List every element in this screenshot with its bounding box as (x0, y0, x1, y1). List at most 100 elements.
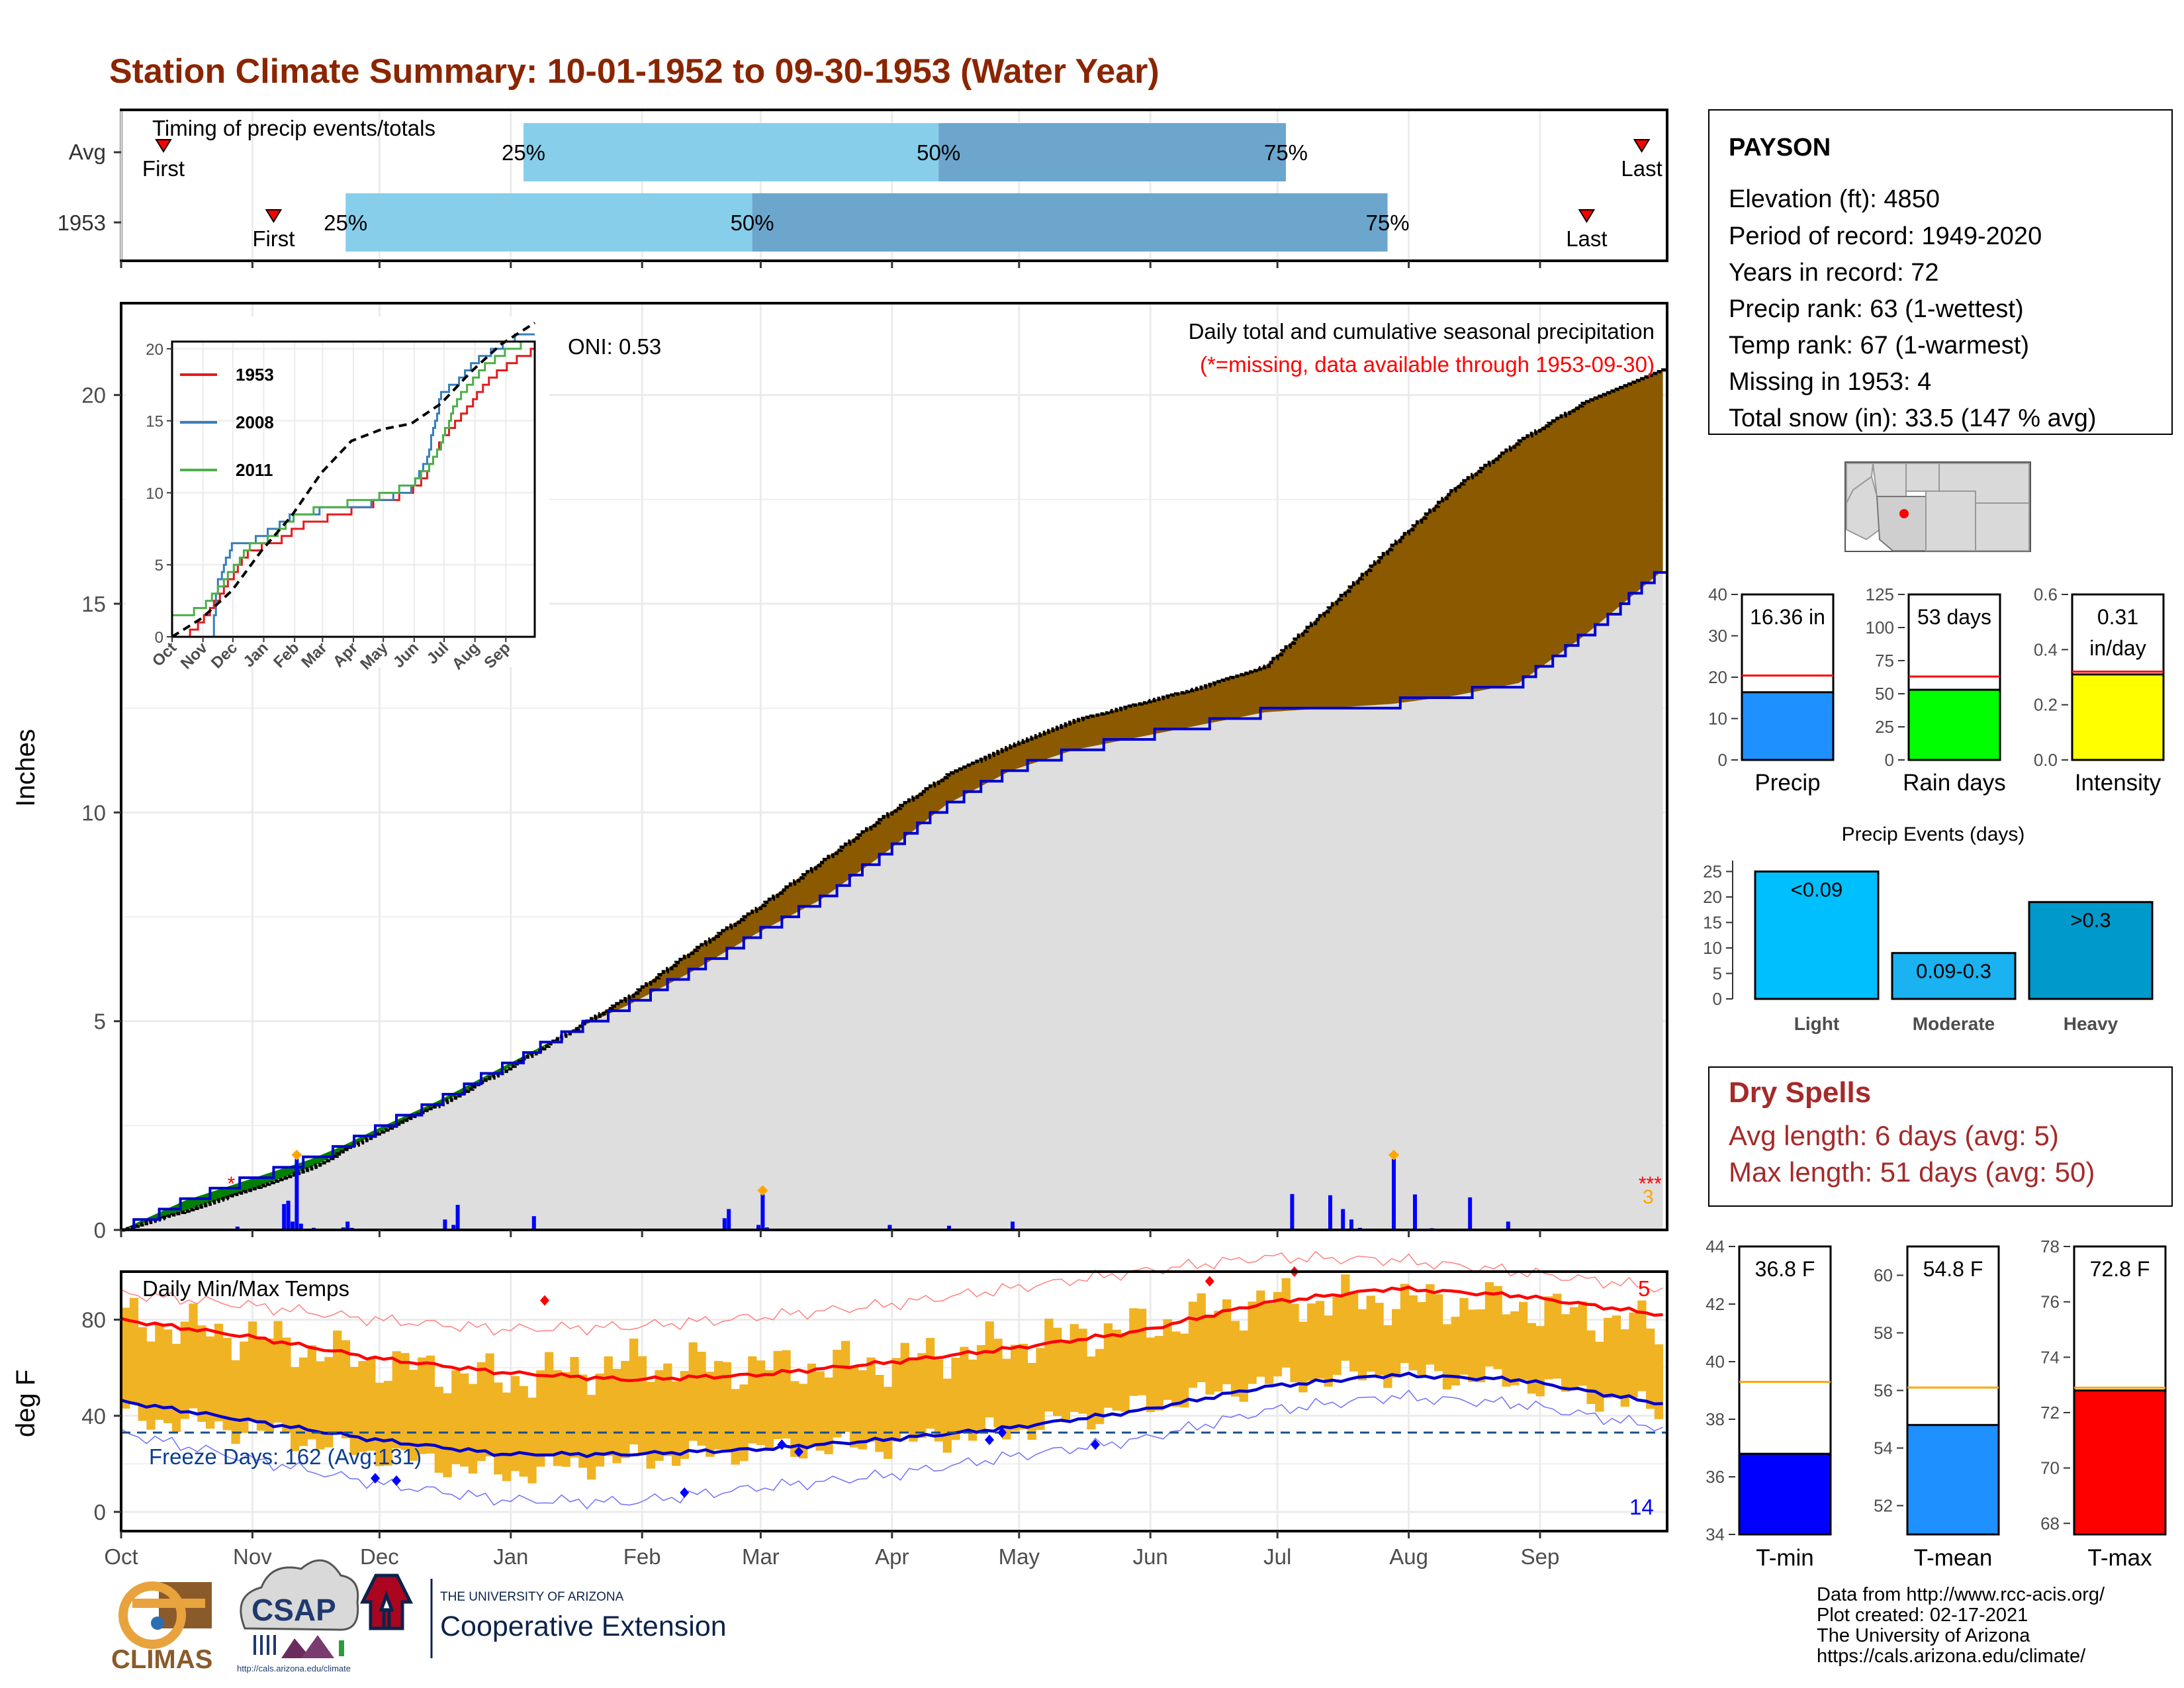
daily-precip-bar (531, 1216, 536, 1230)
daily-temp-bar (1265, 1303, 1274, 1384)
daily-temp-bar (833, 1350, 842, 1438)
temp-ytick-label: 80 (81, 1308, 106, 1333)
daily-temp-bar (1366, 1295, 1375, 1372)
daily-temp-bar (612, 1368, 621, 1464)
daily-temp-bar (646, 1382, 655, 1469)
daily-temp-bar (460, 1373, 469, 1467)
daily-temp-bar (799, 1383, 808, 1459)
summary-bar-charts: 16.36 in 0 10 20 30 40 Precip 53 days 0 25 50 75 100… (1708, 585, 2165, 796)
summary-value: 16.36 in (1750, 605, 1825, 629)
station-name: PAYSON (1729, 134, 1831, 162)
daily-temp-bar (1129, 1308, 1138, 1396)
daily-temp-bar (418, 1357, 427, 1454)
temp-summary-bar-T-min (1738, 1452, 1832, 1536)
temp-summary-bar-T-max (2073, 1389, 2167, 1536)
daily-temp-bar (722, 1362, 732, 1450)
daily-precip-bar (443, 1219, 447, 1230)
freeze-days-label: Freeze Days: 162 (Avg:131) (149, 1444, 422, 1469)
month-label: Aug (1389, 1544, 1428, 1569)
month-label: Jul (1263, 1544, 1291, 1569)
daily-temp-bar (1561, 1314, 1570, 1392)
climas-logo-text: CLIMAS (111, 1645, 212, 1674)
dry-spells-box: Dry Spells Avg length: 6 days (avg: 5) M… (1708, 1066, 2173, 1207)
normal-min-line (120, 1372, 1663, 1458)
daily-temp-bar (807, 1363, 817, 1446)
daily-temp-bar (1544, 1296, 1553, 1380)
temp-summary-label: T-mean (1914, 1545, 1993, 1571)
daily-precip-bar (1506, 1221, 1510, 1230)
events-tick-label: 25 (1703, 862, 1722, 882)
summary-tick-label: 125 (1866, 585, 1894, 604)
temp-summary-tick-label: 42 (1706, 1294, 1725, 1314)
daily-temp-bar (1451, 1317, 1460, 1385)
daily-temp-bar (1171, 1331, 1181, 1407)
daily-temp-bar (1502, 1314, 1511, 1387)
daily-temp-bar (934, 1359, 944, 1442)
daily-temp-bar (485, 1353, 494, 1457)
station-temp-rank: Temp rank: 67 (1-warmest) (1729, 332, 2029, 359)
events-tick-label: 10 (1703, 938, 1722, 958)
precip-annotation-title: Daily total and cumulative seasonal prec… (1189, 319, 1655, 344)
station-years: Years in record: 72 (1729, 259, 1939, 287)
daily-temp-bar (976, 1345, 986, 1432)
inset-ytick-label: 15 (146, 413, 163, 431)
daily-temp-bar (1459, 1297, 1469, 1375)
temp-summary-tick-label: 72 (2040, 1403, 2060, 1423)
daily-temp-bar (1535, 1326, 1545, 1397)
dry-spells-avg: Avg length: 6 days (avg: 5) (1729, 1120, 2059, 1151)
temp-ytick-label: 0 (94, 1500, 106, 1524)
daily-temp-bar (1392, 1309, 1401, 1378)
timing-label: Timing of precip events/totals (152, 116, 435, 140)
daily-temp-bar (527, 1397, 537, 1483)
daily-temp-bar (866, 1357, 876, 1442)
daily-temp-bar (968, 1359, 978, 1441)
daily-temp-bar (909, 1358, 918, 1442)
record-min-line (120, 1389, 1663, 1510)
daily-temp-bar (731, 1389, 740, 1465)
daily-temp-bar (875, 1374, 884, 1452)
precip-ytick-label: 10 (81, 800, 106, 825)
daily-temp-bar (1315, 1301, 1325, 1379)
max-precip-marker-icon (291, 1149, 302, 1160)
daily-temp-bar (1519, 1301, 1528, 1380)
month-label: Jan (493, 1544, 528, 1569)
dry-spells-max: Max length: 51 days (avg: 50) (1729, 1156, 2095, 1188)
temp-summary-label: T-max (2087, 1545, 2152, 1571)
precip-ylabel: Inches (11, 729, 40, 807)
daily-temp-bar (985, 1321, 994, 1418)
daily-temp-bar (171, 1344, 181, 1432)
station-elevation: Elevation (ft): 4850 (1729, 185, 1940, 213)
timing-pct-75: 75% (1366, 211, 1410, 235)
daily-temp-bar (291, 1367, 300, 1452)
summary-value-unit: in/day (2089, 636, 2146, 660)
max-record-count: 5 (1638, 1276, 1650, 1301)
daily-temp-bar (1027, 1362, 1036, 1440)
summary-tick-label: 0.4 (2034, 639, 2058, 659)
month-label: May (999, 1544, 1040, 1569)
daily-temp-bar (1273, 1291, 1283, 1377)
record-temp-marker-icon (680, 1487, 690, 1498)
credit-line-1: Data from http://www.rcc-acis.org/ (1817, 1584, 2105, 1605)
daily-temp-bar (1442, 1324, 1452, 1390)
daily-temp-bar (1053, 1327, 1062, 1417)
daily-temp-bar (256, 1336, 266, 1431)
inset-line-2011 (172, 340, 535, 616)
daily-temp-bar (1349, 1293, 1359, 1372)
daily-temp-bar (383, 1381, 393, 1466)
event-bar-label: Light (1794, 1013, 1839, 1034)
record-temp-marker-icon (1205, 1276, 1214, 1287)
daily-temp-bar (434, 1386, 443, 1473)
daily-precip-bar (235, 1226, 240, 1230)
daily-temp-bar (1061, 1340, 1071, 1423)
station-missing: Missing in 1953: 4 (1729, 368, 1931, 396)
summary-label: Rain days (1903, 770, 2006, 796)
daily-temp-bar (1646, 1328, 1655, 1409)
daily-temp-bar (502, 1392, 512, 1481)
daily-precip-bar (727, 1209, 731, 1230)
daily-temp-bar (180, 1321, 189, 1419)
daily-temp-bar (1197, 1293, 1206, 1383)
record-max-line (120, 1250, 1663, 1336)
daily-temp-bar (993, 1338, 1003, 1428)
